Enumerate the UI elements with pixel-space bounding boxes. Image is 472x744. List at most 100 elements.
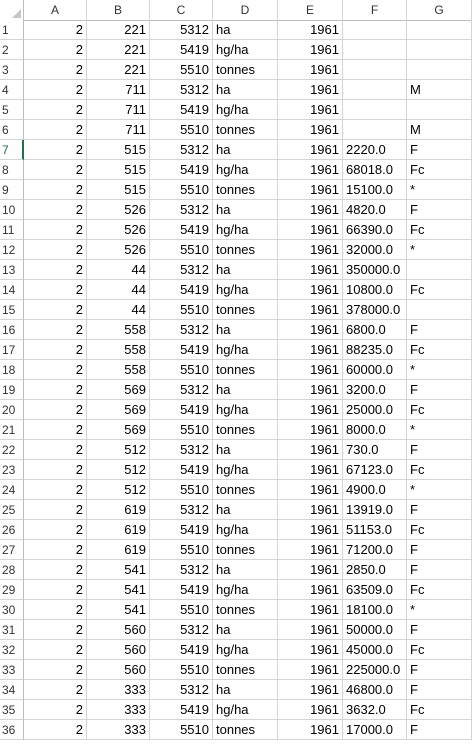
row-header[interactable]: 16 xyxy=(0,320,24,340)
cell-d[interactable]: ha xyxy=(213,560,278,580)
cell-f[interactable]: 51153.0 xyxy=(343,520,407,540)
cell-a[interactable]: 2 xyxy=(24,80,87,100)
cell-e[interactable]: 1961 xyxy=(278,200,343,220)
cell-e[interactable]: 1961 xyxy=(278,60,343,80)
cell-b[interactable]: 619 xyxy=(87,520,150,540)
row-header[interactable]: 29 xyxy=(0,580,24,600)
column-header-c[interactable]: C xyxy=(150,0,213,20)
cell-f[interactable]: 17000.0 xyxy=(343,720,407,740)
cell-d[interactable]: ha xyxy=(213,200,278,220)
cell-b[interactable]: 512 xyxy=(87,460,150,480)
cell-b[interactable]: 560 xyxy=(87,640,150,660)
cell-b[interactable]: 619 xyxy=(87,500,150,520)
cell-a[interactable]: 2 xyxy=(24,100,87,120)
row-header[interactable]: 18 xyxy=(0,360,24,380)
cell-a[interactable]: 2 xyxy=(24,400,87,420)
cell-c[interactable]: 5510 xyxy=(150,120,213,140)
cell-f[interactable]: 4820.0 xyxy=(343,200,407,220)
cell-g[interactable]: F xyxy=(407,320,472,340)
cell-e[interactable]: 1961 xyxy=(278,680,343,700)
cell-d[interactable]: tonnes xyxy=(213,720,278,740)
cell-b[interactable]: 711 xyxy=(87,120,150,140)
cell-c[interactable]: 5312 xyxy=(150,440,213,460)
cell-b[interactable]: 541 xyxy=(87,580,150,600)
row-header[interactable]: 14 xyxy=(0,280,24,300)
cell-d[interactable]: hg/ha xyxy=(213,160,278,180)
cell-f[interactable]: 350000.0 xyxy=(343,260,407,280)
cell-d[interactable]: hg/ha xyxy=(213,400,278,420)
cell-d[interactable]: tonnes xyxy=(213,360,278,380)
cell-g[interactable]: F xyxy=(407,680,472,700)
cell-a[interactable]: 2 xyxy=(24,540,87,560)
cell-d[interactable]: hg/ha xyxy=(213,40,278,60)
cell-e[interactable]: 1961 xyxy=(278,240,343,260)
cell-g[interactable]: * xyxy=(407,240,472,260)
cell-b[interactable]: 619 xyxy=(87,540,150,560)
cell-b[interactable]: 221 xyxy=(87,40,150,60)
cell-a[interactable]: 2 xyxy=(24,380,87,400)
cell-d[interactable]: tonnes xyxy=(213,660,278,680)
cell-b[interactable]: 512 xyxy=(87,440,150,460)
cell-e[interactable]: 1961 xyxy=(278,520,343,540)
cell-b[interactable]: 44 xyxy=(87,300,150,320)
cell-a[interactable]: 2 xyxy=(24,440,87,460)
cell-b[interactable]: 560 xyxy=(87,660,150,680)
cell-b[interactable]: 541 xyxy=(87,560,150,580)
cell-d[interactable]: ha xyxy=(213,620,278,640)
row-header[interactable]: 15 xyxy=(0,300,24,320)
cell-b[interactable]: 515 xyxy=(87,160,150,180)
cell-f[interactable]: 6800.0 xyxy=(343,320,407,340)
cell-g[interactable]: Fc xyxy=(407,340,472,360)
cell-e[interactable]: 1961 xyxy=(278,40,343,60)
cell-c[interactable]: 5419 xyxy=(150,340,213,360)
column-header-b[interactable]: B xyxy=(87,0,150,20)
cell-d[interactable]: tonnes xyxy=(213,600,278,620)
cell-a[interactable]: 2 xyxy=(24,180,87,200)
cell-e[interactable]: 1961 xyxy=(278,620,343,640)
cell-e[interactable]: 1961 xyxy=(278,140,343,160)
row-header[interactable]: 7 xyxy=(0,140,24,160)
cell-g[interactable]: Fc xyxy=(407,520,472,540)
cell-a[interactable]: 2 xyxy=(24,720,87,740)
cell-g[interactable] xyxy=(407,300,472,320)
cell-e[interactable]: 1961 xyxy=(278,560,343,580)
row-header[interactable]: 35 xyxy=(0,700,24,720)
cell-c[interactable]: 5419 xyxy=(150,400,213,420)
cell-g[interactable]: F xyxy=(407,140,472,160)
cell-b[interactable]: 44 xyxy=(87,280,150,300)
row-header[interactable]: 1 xyxy=(0,20,24,40)
cell-a[interactable]: 2 xyxy=(24,500,87,520)
cell-f[interactable]: 13919.0 xyxy=(343,500,407,520)
cell-e[interactable]: 1961 xyxy=(278,300,343,320)
cell-c[interactable]: 5510 xyxy=(150,180,213,200)
cell-d[interactable]: hg/ha xyxy=(213,520,278,540)
cell-b[interactable]: 515 xyxy=(87,180,150,200)
cell-a[interactable]: 2 xyxy=(24,340,87,360)
cell-e[interactable]: 1961 xyxy=(278,480,343,500)
cell-c[interactable]: 5419 xyxy=(150,640,213,660)
cell-d[interactable]: tonnes xyxy=(213,300,278,320)
cell-d[interactable]: ha xyxy=(213,80,278,100)
cell-b[interactable]: 560 xyxy=(87,620,150,640)
cell-d[interactable]: tonnes xyxy=(213,180,278,200)
cell-f[interactable]: 46800.0 xyxy=(343,680,407,700)
cell-f[interactable]: 225000.0 xyxy=(343,660,407,680)
cell-g[interactable]: F xyxy=(407,380,472,400)
row-header[interactable]: 32 xyxy=(0,640,24,660)
cell-c[interactable]: 5419 xyxy=(150,280,213,300)
cell-a[interactable]: 2 xyxy=(24,200,87,220)
cell-f[interactable]: 15100.0 xyxy=(343,180,407,200)
cell-f[interactable]: 8000.0 xyxy=(343,420,407,440)
cell-g[interactable] xyxy=(407,100,472,120)
cell-a[interactable]: 2 xyxy=(24,360,87,380)
cell-e[interactable]: 1961 xyxy=(278,120,343,140)
cell-d[interactable]: ha xyxy=(213,260,278,280)
cell-g[interactable] xyxy=(407,40,472,60)
cell-d[interactable]: ha xyxy=(213,680,278,700)
cell-f[interactable]: 25000.0 xyxy=(343,400,407,420)
cell-e[interactable]: 1961 xyxy=(278,180,343,200)
cell-a[interactable]: 2 xyxy=(24,700,87,720)
cell-a[interactable]: 2 xyxy=(24,120,87,140)
cell-e[interactable]: 1961 xyxy=(278,360,343,380)
